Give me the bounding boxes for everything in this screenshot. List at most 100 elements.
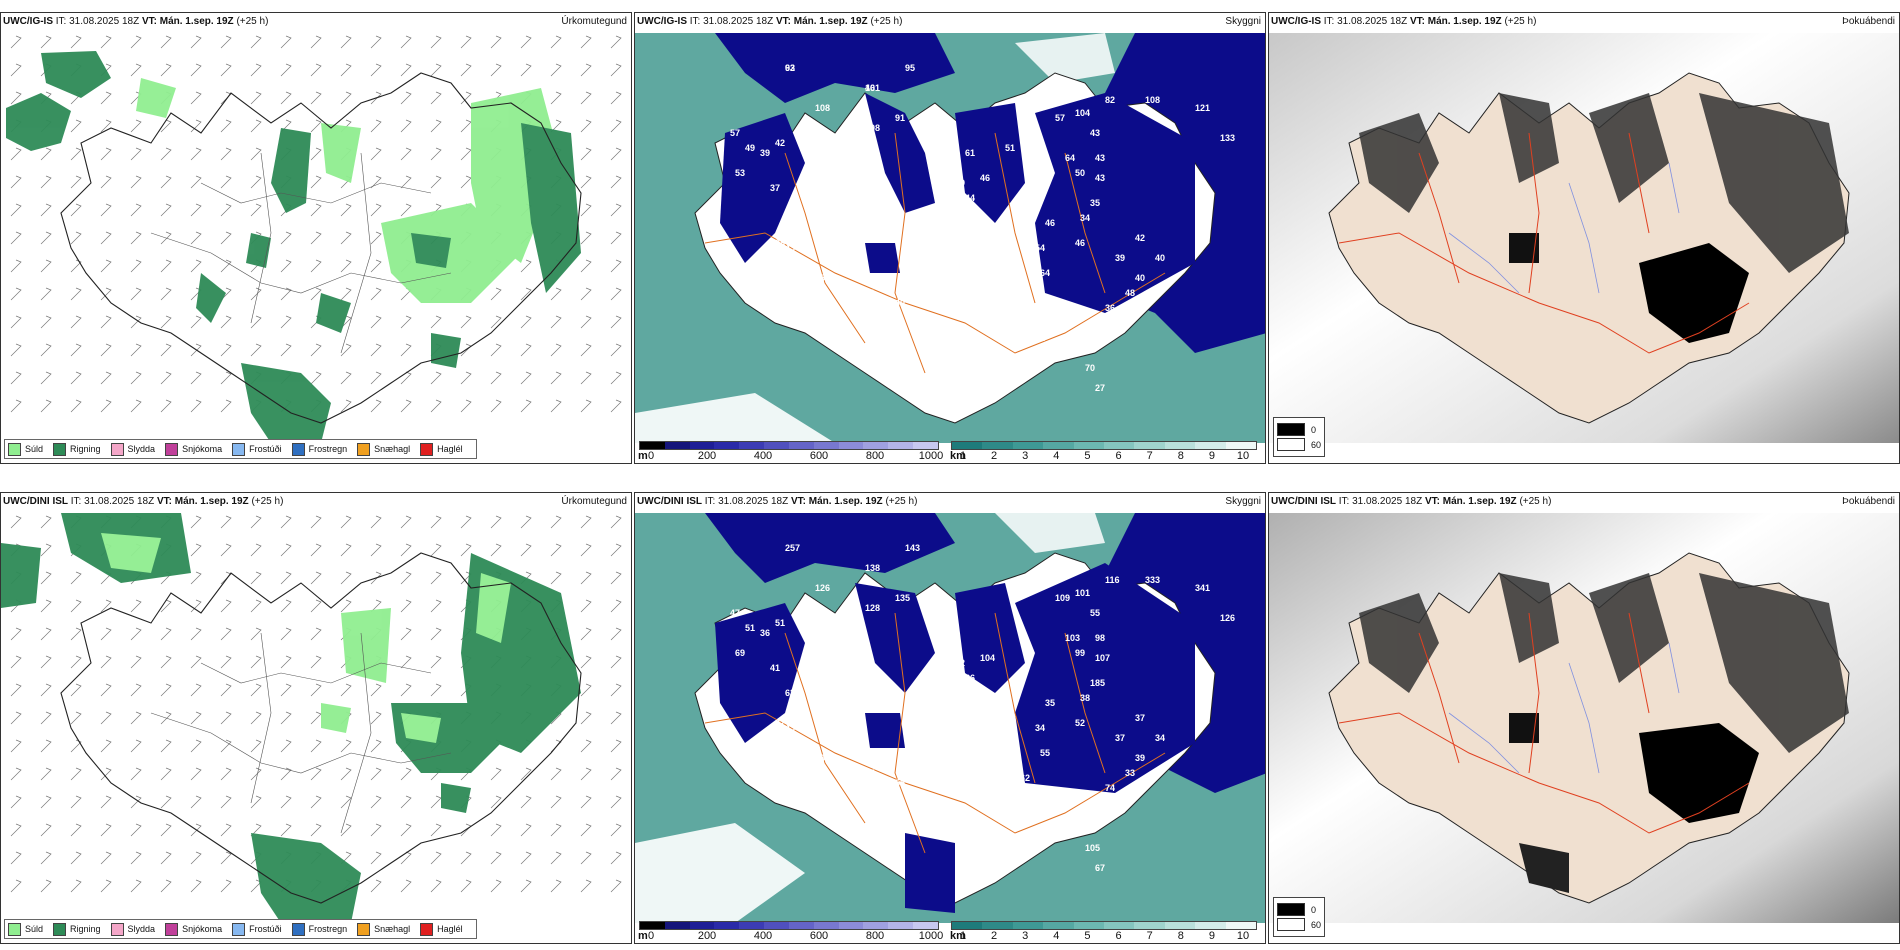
legend-label: Súld bbox=[25, 924, 44, 934]
scale-swatch bbox=[1164, 442, 1196, 449]
cloud-legend-swatch bbox=[1277, 903, 1305, 916]
legend-label: Slydda bbox=[127, 444, 156, 454]
ceiling-label: 42 bbox=[775, 138, 786, 148]
legend-label: Rigning bbox=[70, 924, 101, 934]
ceiling-label: 67 bbox=[1095, 863, 1106, 873]
precip-legend-item: Rigning bbox=[53, 922, 101, 936]
ceiling-label: 43 bbox=[785, 723, 796, 733]
scale-swatch bbox=[863, 442, 889, 449]
scale-swatch bbox=[982, 922, 1013, 929]
ceiling-label: 36 bbox=[980, 223, 991, 233]
scale-swatch bbox=[1195, 922, 1226, 929]
cloud-legend-swatch bbox=[1277, 918, 1305, 931]
panel-type-label: Þokuábendi bbox=[1842, 496, 1895, 507]
ceiling-label: 121 bbox=[1195, 103, 1211, 113]
scale-tick-label: 800 bbox=[865, 930, 885, 942]
ceiling-label: 40 bbox=[935, 208, 946, 218]
precip-legend-item: Frostúði bbox=[232, 922, 282, 936]
scale-tick-label: 8 bbox=[1177, 930, 1184, 942]
ceiling-label: 70 bbox=[1085, 363, 1096, 373]
ceiling-label: 128 bbox=[865, 603, 881, 613]
scale-swatch bbox=[739, 922, 765, 929]
ceiling-label: 67 bbox=[965, 233, 976, 243]
precip-legend: Súld Rigning Slydda Snjókoma Frostúði Frostre… bbox=[4, 439, 477, 459]
ceiling-label: 54 bbox=[975, 783, 986, 793]
scale-tick-label: 600 bbox=[809, 450, 829, 462]
ceiling-label: 101 bbox=[865, 83, 881, 93]
scale-swatch bbox=[888, 442, 914, 449]
ceiling-label: 116 bbox=[1105, 575, 1120, 585]
ceiling-label: 74 bbox=[1105, 783, 1116, 793]
scale-swatch bbox=[952, 922, 983, 929]
legend-swatch bbox=[8, 442, 21, 456]
scale-tick-label: 10 bbox=[1236, 450, 1250, 462]
precip-legend-item: Súld bbox=[8, 442, 43, 456]
ceiling-label: 39 bbox=[1135, 753, 1146, 763]
scale-swatch bbox=[863, 922, 889, 929]
scale-tick-label: 9 bbox=[1208, 930, 1215, 942]
scale-tick-label: 400 bbox=[753, 450, 773, 462]
ceiling-label: 33 bbox=[1125, 768, 1136, 778]
ceiling-label: 40 bbox=[1135, 273, 1146, 283]
ceiling-label: 10 bbox=[980, 703, 991, 713]
ceiling-label: 58 bbox=[1065, 788, 1076, 798]
ceiling-label: 185 bbox=[1090, 678, 1106, 688]
legend-label: Slydda bbox=[127, 924, 156, 934]
ceiling-label: 69 bbox=[735, 648, 746, 658]
ceiling-label: 103 bbox=[1065, 633, 1081, 643]
ceiling-label: 55 bbox=[895, 778, 906, 788]
panel-title: UWC/IG-IS IT: 31.08.2025 18Z VT: Mán. 1.… bbox=[3, 16, 269, 27]
panel-type-label: Úrkomutegund bbox=[561, 496, 627, 507]
scale-swatch bbox=[714, 922, 740, 929]
legend-label: Snjókoma bbox=[182, 444, 223, 454]
ceiling-label: 39 bbox=[1115, 253, 1126, 263]
ceiling-label: 43 bbox=[1090, 128, 1101, 138]
panel-type-label: Skyggni bbox=[1225, 496, 1261, 507]
scale-swatch bbox=[813, 922, 839, 929]
cloud-legend: 0 60 bbox=[1273, 417, 1326, 457]
scale-swatch bbox=[913, 922, 938, 929]
ceiling-label: 52 bbox=[1075, 718, 1086, 728]
ceiling-label: 44 bbox=[965, 193, 976, 203]
precip-legend-item: Súld bbox=[8, 922, 44, 936]
ceiling-label: 29 bbox=[965, 713, 976, 723]
precip-legend-item: Frostregn bbox=[291, 922, 347, 936]
ceiling-label: 54 bbox=[1035, 243, 1046, 253]
legend-swatch bbox=[8, 922, 21, 936]
ceiling-label: 109 bbox=[1055, 593, 1071, 603]
panel-type-label: Skyggni bbox=[1225, 16, 1261, 27]
legend-label: Snæhagl bbox=[374, 444, 411, 454]
ceiling-label: 51 bbox=[775, 618, 786, 628]
ceiling-label: 35 bbox=[810, 218, 821, 228]
cloud-legend: 0 60 bbox=[1273, 897, 1326, 937]
precip-panel-top: UWC/IG-IS IT: 31.08.2025 18Z VT: Mán. 1.… bbox=[0, 12, 632, 464]
ceiling-label: 72 bbox=[1020, 293, 1031, 303]
cloud-legend-label: 60 bbox=[1311, 439, 1322, 450]
ceiling-label: 107 bbox=[1095, 653, 1111, 663]
ceiling-label: 57 bbox=[730, 128, 741, 138]
ceiling-label: 135 bbox=[895, 593, 911, 603]
scale-swatch bbox=[664, 442, 690, 449]
ceiling-label: 35 bbox=[1090, 198, 1101, 208]
scale-tick-label: 4 bbox=[1053, 930, 1060, 942]
ceiling-label: 43 bbox=[1095, 153, 1106, 163]
ceiling-label: 37 bbox=[810, 698, 821, 708]
scale-swatch bbox=[764, 442, 789, 449]
legend-label: Frostregn bbox=[308, 444, 348, 454]
ceiling-label: 95 bbox=[905, 63, 916, 73]
visibility-scale-km: 1 2 3 4 5 6 7 8 9 10 km bbox=[950, 921, 1257, 942]
ceiling-label: 40 bbox=[800, 738, 811, 748]
scale-tick-label: 5 bbox=[1084, 450, 1091, 462]
cloud-map bbox=[1269, 33, 1899, 443]
ceiling-label: 39 bbox=[760, 148, 771, 158]
ceiling-label: 46 bbox=[1075, 238, 1086, 248]
ceiling-label: 63 bbox=[785, 63, 796, 73]
scale-swatch bbox=[1012, 442, 1044, 449]
visibility-scale-km: 1 2 3 4 5 6 7 8 9 10 km bbox=[950, 441, 1257, 462]
ceiling-label: 116 bbox=[800, 123, 815, 133]
ceiling-label: 41 bbox=[770, 663, 781, 673]
ceiling-label: 35 bbox=[1045, 698, 1056, 708]
cloud-legend-label: 60 bbox=[1311, 919, 1322, 930]
scale-tick-label: 8 bbox=[1177, 450, 1184, 462]
scale-swatch bbox=[1225, 442, 1257, 449]
